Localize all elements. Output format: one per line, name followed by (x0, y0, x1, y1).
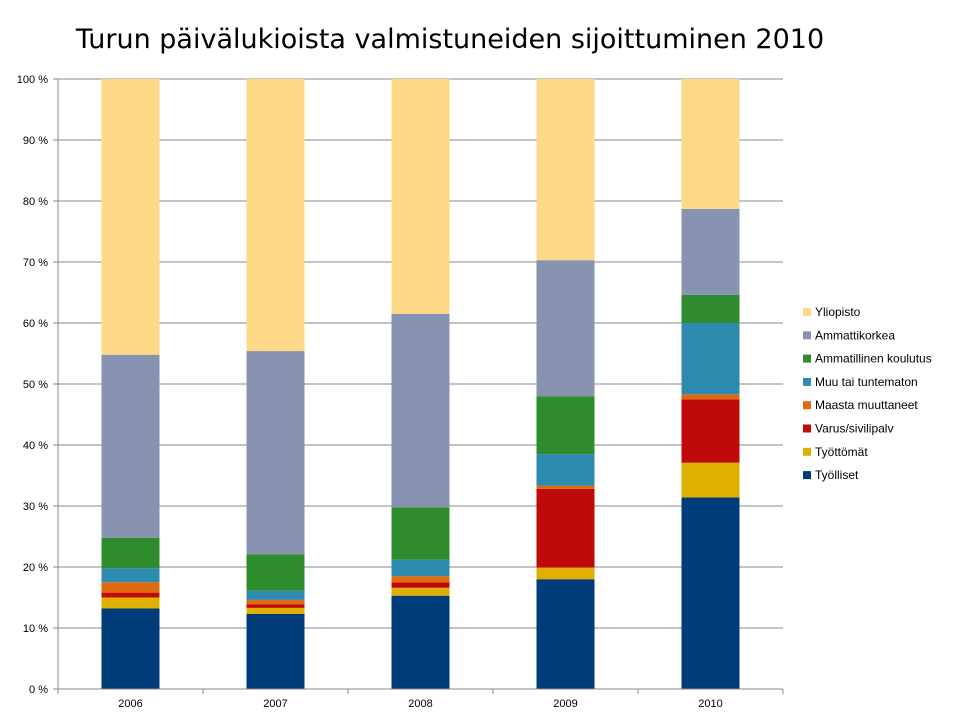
legend-swatch (803, 424, 811, 433)
legend-item: Ammattikorkea (803, 328, 895, 342)
y-tick-label: 50 % (23, 379, 48, 391)
chart-title: Turun päivälukioista valmistuneiden sijo… (75, 24, 825, 55)
y-tick-label: 30 % (23, 501, 48, 513)
legend-swatch (803, 331, 811, 340)
bar-segment (681, 294, 740, 323)
bar-segment (391, 559, 450, 577)
legend-swatch (803, 308, 811, 316)
bar-segment (391, 582, 450, 588)
bar-segment (536, 567, 595, 580)
bar-segment (391, 576, 450, 583)
bar-stack (391, 79, 450, 689)
bar-segment (536, 579, 595, 689)
y-tick-label: 80 % (23, 196, 48, 208)
bar-segment (391, 313, 450, 508)
bar-segment (681, 399, 740, 463)
y-tick-label: 90 % (23, 135, 48, 147)
legend-swatch (803, 471, 811, 480)
legend-label: Varus/sivilipalv (815, 422, 893, 436)
legend-label: Työttömät (815, 445, 868, 459)
bar-segment (536, 79, 595, 261)
bar-segment (246, 604, 305, 608)
bars (101, 79, 740, 689)
legend-label: Ammatillinen koulutus (815, 352, 932, 366)
bar-segment (246, 79, 305, 352)
bar-segment (681, 497, 740, 689)
bar-segment (101, 582, 160, 593)
legend-label: Muu tai tuntematon (815, 375, 918, 389)
bar-segment (101, 568, 160, 583)
bar-segment (101, 79, 160, 355)
bar-segment (101, 608, 160, 689)
legend-item: Työttömät (803, 445, 868, 459)
legend-swatch (803, 377, 811, 386)
bar-segment (681, 462, 740, 498)
x-tick-label: 2007 (263, 698, 287, 710)
bar-stack (246, 79, 305, 689)
bar-segment (246, 613, 305, 689)
bar-stack (101, 79, 160, 689)
bar-segment (536, 260, 595, 397)
bar-segment (536, 485, 595, 489)
x-tick-label: 2008 (408, 698, 432, 710)
bar-segment (536, 396, 595, 455)
bar-segment (681, 394, 740, 400)
x-tick-label: 2009 (553, 698, 577, 710)
legend: Yliopisto Ammattikorkea Ammatillinen koulu… (803, 305, 932, 482)
bar-segment (246, 351, 305, 555)
legend-item: Ammatillinen koulutus (803, 352, 932, 366)
bar-segment (101, 354, 160, 538)
bar-segment (246, 599, 305, 605)
bar-segment (246, 607, 305, 614)
x-tick-label: 2010 (698, 698, 722, 710)
x-tick-label: 2006 (118, 698, 142, 710)
bar-segment (101, 592, 160, 598)
legend-swatch (803, 354, 811, 363)
y-tick-label: 60 % (23, 318, 48, 330)
bar-segment (681, 79, 740, 209)
legend-label: Yliopisto (815, 305, 861, 319)
x-axis: 2006 2007 2008 2009 2010 (57, 688, 784, 710)
legend-item: Maasta muuttaneet (803, 398, 918, 412)
bar-segment (246, 590, 305, 600)
y-tick-label: 70 % (23, 257, 48, 269)
bar-segment (681, 208, 740, 295)
legend-item: Työlliset (803, 468, 859, 482)
legend-item: Yliopisto (803, 305, 861, 319)
legend-item: Muu tai tuntematon (803, 375, 918, 389)
bar-segment (391, 587, 450, 596)
legend-label: Ammattikorkea (815, 328, 895, 342)
y-tick-label: 20 % (23, 562, 48, 574)
y-tick-label: 100 % (17, 74, 48, 86)
bar-stack (536, 79, 595, 689)
legend-item: Varus/sivilipalv (803, 422, 893, 436)
legend-label: Työlliset (815, 468, 859, 482)
bar-segment (101, 537, 160, 569)
legend-swatch (803, 447, 811, 456)
bar-segment (536, 454, 595, 486)
y-tick-label: 10 % (23, 623, 48, 635)
bar-segment (391, 507, 450, 560)
y-axis: 0 % 10 % 20 % 30 % 40 % 50 % 60 % 70 % 80 % 90 % 1… (17, 74, 59, 696)
bar-segment (536, 488, 595, 568)
bar-stack (681, 79, 740, 689)
legend-swatch (803, 401, 811, 410)
bar-segment (101, 597, 160, 609)
y-tick-label: 40 % (23, 440, 48, 452)
y-tick-label: 0 % (29, 684, 48, 696)
bar-segment (391, 79, 450, 314)
bar-segment (246, 554, 305, 591)
legend-label: Maasta muuttaneet (815, 398, 918, 412)
bar-segment (681, 323, 740, 395)
bar-segment (391, 595, 450, 689)
